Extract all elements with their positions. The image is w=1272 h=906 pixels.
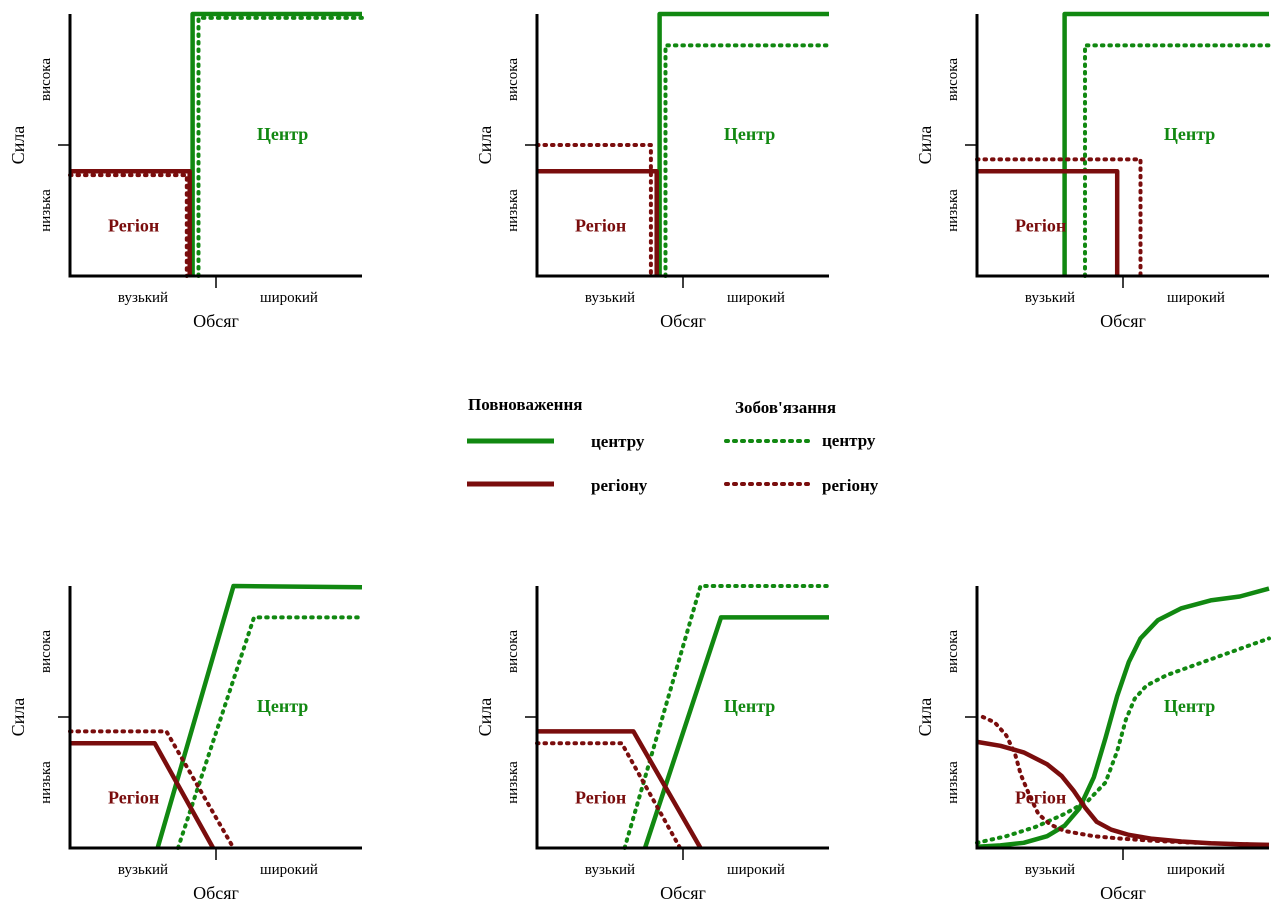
series-line-region-obligation	[68, 729, 236, 850]
x-tick-label-narrow: вузький	[118, 290, 168, 306]
annotation-region: Регіон	[1015, 215, 1066, 235]
series-line-region-authority	[70, 168, 192, 276]
series-line-center-authority	[155, 583, 363, 849]
series-line-center-authority	[657, 11, 829, 276]
series-line-region-authority	[537, 168, 659, 276]
x-tick-label-wide: широкий	[1167, 862, 1225, 878]
y-tick-label-low: низька	[38, 761, 54, 804]
annotation-center: Центр	[257, 124, 308, 144]
y-tick-label-low: низька	[945, 761, 961, 804]
legend: Повноваження Зобов'язання центру регіону…	[467, 395, 879, 495]
series-line-region-authority	[537, 729, 703, 850]
x-tick-label-narrow: вузький	[1025, 290, 1075, 306]
legend-label-region-authority: регіону	[591, 476, 648, 495]
x-tick-label-narrow: вузький	[585, 862, 635, 878]
chart-panel-2: вузький широкий низька висока Обсяг Сила Регіо…	[475, 11, 831, 331]
y-tick-label-high: висока	[505, 630, 521, 673]
panels-group: вузький широкий низька висока Обсяг Сила Регіо…	[8, 11, 1271, 903]
x-axis-title: Обсяг	[193, 883, 239, 903]
legend-label-center-obligation: центру	[822, 431, 876, 450]
legend-label-region-obligation: регіону	[822, 476, 879, 495]
y-tick-label-high: висока	[945, 58, 961, 101]
y-tick-label-low: низька	[505, 761, 521, 804]
y-tick-label-low: низька	[505, 189, 521, 232]
annotation-region: Регіон	[108, 787, 159, 807]
x-tick-label-narrow: вузький	[118, 862, 168, 878]
x-axis-title: Обсяг	[1100, 883, 1146, 903]
chart-panel-6: вузький широкий низька висока Обсяг Сила Регіо…	[915, 586, 1271, 903]
chart-panel-1: вузький широкий низька висока Обсяг Сила Регіо…	[8, 11, 364, 331]
series-line-center-authority	[976, 586, 1270, 849]
series-line-region-authority	[977, 168, 1120, 276]
series-line-region-obligation	[535, 741, 683, 850]
x-tick-label-narrow: вузький	[1025, 862, 1075, 878]
chart-panel-4: вузький широкий низька висока Обсяг Сила Регіо…	[8, 583, 364, 903]
series-line-center-authority	[1062, 11, 1269, 276]
series-line-center-authority	[190, 11, 362, 276]
y-axis-title: Сила	[8, 126, 28, 165]
x-axis-title: Обсяг	[1100, 311, 1146, 331]
annotation-region: Регіон	[108, 215, 159, 235]
annotation-region: Регіон	[1015, 787, 1066, 807]
series-line-region-obligation	[68, 173, 189, 278]
series-line-center-obligation	[196, 15, 364, 278]
annotation-center: Центр	[1164, 124, 1215, 144]
y-axis-title: Сила	[8, 698, 28, 737]
series-line-center-obligation	[1083, 43, 1271, 278]
series-line-region-obligation	[535, 143, 653, 278]
y-tick-label-high: висока	[505, 58, 521, 101]
x-tick-label-wide: широкий	[727, 862, 785, 878]
x-axis-title: Обсяг	[193, 311, 239, 331]
y-tick-label-high: висока	[38, 630, 54, 673]
series-line-center-obligation	[663, 43, 831, 278]
x-tick-label-wide: широкий	[727, 290, 785, 306]
y-tick-label-high: висока	[38, 58, 54, 101]
annotation-center: Центр	[257, 696, 308, 716]
series-line-center-authority	[642, 615, 829, 849]
series-line-center-obligation	[622, 584, 831, 850]
legend-obligation-title: Зобов'язання	[735, 398, 836, 417]
legend-label-center-authority: центру	[591, 432, 645, 451]
y-tick-label-low: низька	[945, 189, 961, 232]
series-line-region-obligation	[975, 157, 1143, 278]
series-line-center-obligation	[176, 615, 364, 850]
x-tick-label-wide: широкий	[1167, 290, 1225, 306]
annotation-center: Центр	[1164, 696, 1215, 716]
x-tick-label-wide: широкий	[260, 862, 318, 878]
annotation-center: Центр	[724, 696, 775, 716]
y-axis-title: Сила	[915, 698, 935, 737]
y-axis-title: Сила	[475, 126, 495, 165]
y-axis-title: Сила	[475, 698, 495, 737]
series-line-region-obligation	[980, 715, 1271, 847]
legend-authority-title: Повноваження	[468, 395, 582, 414]
annotation-region: Регіон	[575, 215, 626, 235]
series-line-center-obligation	[975, 636, 1271, 845]
chart-panel-3: вузький широкий низька висока Обсяг Сила Регіо…	[915, 11, 1271, 331]
y-tick-label-high: висока	[945, 630, 961, 673]
x-axis-title: Обсяг	[660, 311, 706, 331]
annotation-region: Регіон	[575, 787, 626, 807]
x-axis-title: Обсяг	[660, 883, 706, 903]
series-line-region-authority	[70, 740, 216, 850]
chart-panel-5: вузький широкий низька висока Обсяг Сила Регіо…	[475, 584, 831, 903]
x-tick-label-narrow: вузький	[585, 290, 635, 306]
x-tick-label-wide: широкий	[260, 290, 318, 306]
y-axis-title: Сила	[915, 126, 935, 165]
annotation-center: Центр	[724, 124, 775, 144]
y-tick-label-low: низька	[38, 189, 54, 232]
